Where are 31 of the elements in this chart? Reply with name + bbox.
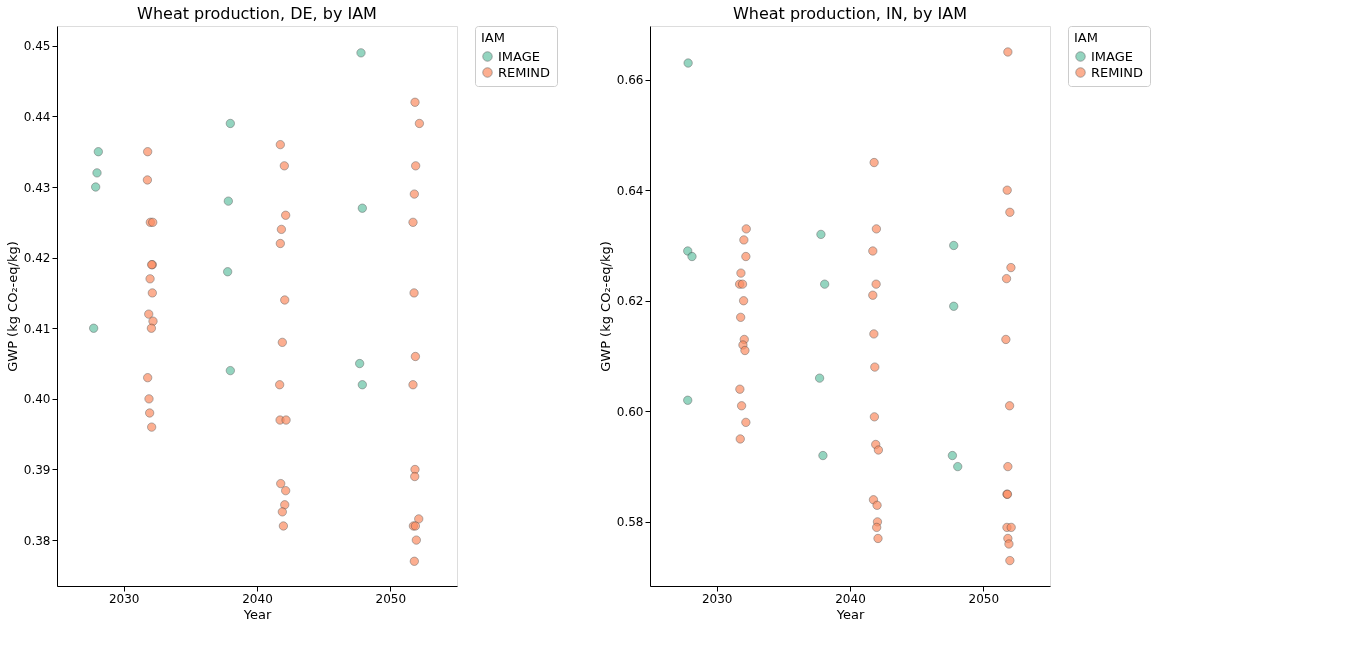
legend-title: IAM	[1074, 30, 1098, 45]
chart-title: Wheat production, DE, by IAM	[137, 3, 377, 23]
x-tick-label: 2050	[375, 591, 407, 606]
y-tick-label: 0.42	[23, 251, 51, 266]
legend-title: IAM	[481, 30, 505, 45]
x-tick-label: 2040	[242, 591, 273, 606]
legend-label: IMAGE	[1091, 48, 1134, 64]
y-tick-label: 0.58	[616, 515, 644, 530]
y-axis-title: GWP (kg CO₂-eq/kg)	[4, 241, 20, 372]
chart-title: Wheat production, IN, by IAM	[732, 3, 968, 23]
x-axis-title: Year	[242, 606, 272, 622]
y-tick-label: 0.43	[23, 180, 51, 195]
y-tick-label: 0.39	[23, 462, 51, 477]
x-tick-label: 2030	[701, 591, 733, 606]
x-tick-label: 2040	[835, 591, 866, 606]
y-tick-label: 0.40	[23, 392, 51, 407]
legend-label: REMIND	[498, 64, 551, 80]
y-tick-label: 0.44	[23, 109, 51, 124]
y-tick-label: 0.38	[23, 533, 51, 548]
y-tick-label: 0.45	[23, 39, 51, 54]
x-tick-label: 2050	[968, 591, 1000, 606]
y-tick-label: 0.66	[616, 73, 644, 88]
x-tick-label: 2030	[108, 591, 140, 606]
x-axis-title: Year	[835, 606, 865, 622]
y-tick-label: 0.60	[616, 404, 644, 419]
legend-label: REMIND	[1091, 64, 1144, 80]
y-tick-label: 0.41	[23, 321, 51, 336]
y-tick-label: 0.64	[616, 183, 644, 198]
legend-label: IMAGE	[498, 48, 541, 64]
y-axis-title: GWP (kg CO₂-eq/kg)	[597, 241, 613, 372]
y-tick-label: 0.62	[616, 294, 644, 309]
